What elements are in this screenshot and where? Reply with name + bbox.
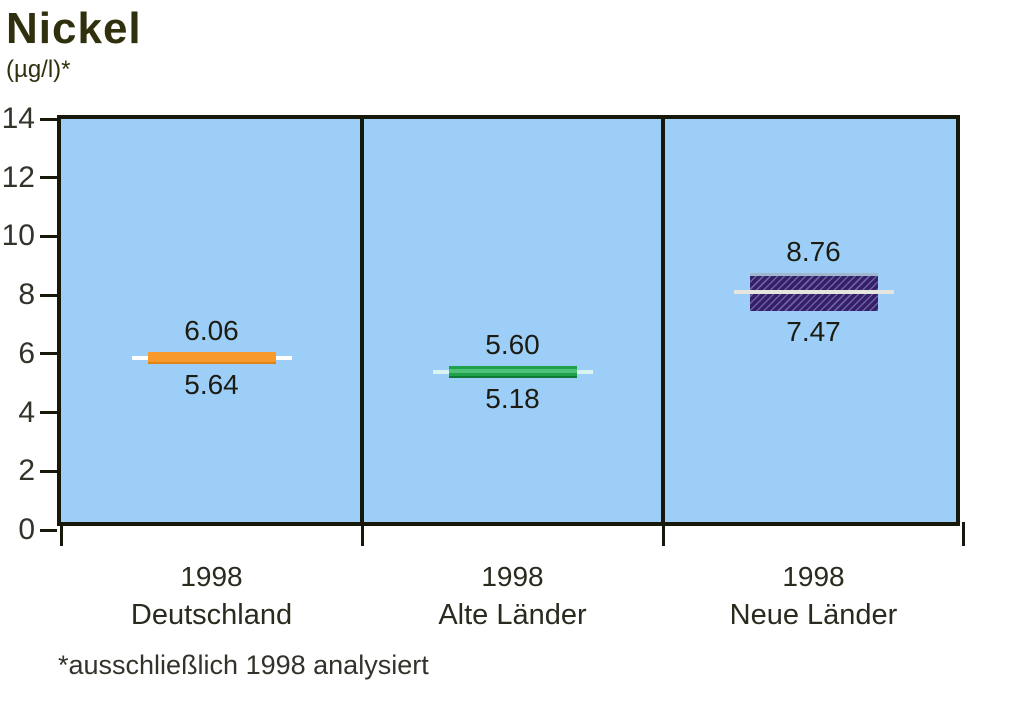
bar-min-label: 5.18	[485, 382, 540, 414]
y-axis-tick-label: 0	[18, 513, 35, 546]
x-axis-region-label: Alte Länder	[438, 599, 587, 631]
y-axis-tick-label: 14	[1, 102, 35, 135]
x-axis-year-label: 1998	[481, 561, 544, 592]
x-axis-tick	[60, 522, 63, 546]
y-axis-tick	[40, 176, 57, 180]
x-axis-region-label: Deutschland	[130, 599, 293, 631]
bar-max-label: 6.06	[184, 315, 239, 347]
y-axis-tick	[40, 469, 57, 473]
x-axis-region-label: Neue Länder	[729, 599, 898, 631]
x-axis-tick	[361, 522, 364, 546]
bar-max-label: 5.60	[485, 328, 540, 360]
y-axis-tick	[40, 117, 57, 121]
bar-min-label: 7.47	[786, 315, 841, 347]
y-axis-tick	[40, 528, 57, 532]
x-axis-year-label: 1998	[180, 561, 243, 592]
range-bar-alte-l-nder	[448, 365, 577, 378]
x-axis-year-label: 1998	[782, 561, 845, 592]
y-axis-tick-label: 8	[18, 278, 35, 312]
y-axis-tick	[40, 293, 57, 297]
bar-min-label: 5.64	[184, 369, 239, 401]
y-axis-tick-label: 4	[18, 395, 35, 429]
plot-area: 0 2 4 6 8 10 12 14 6.06 5.64 1998 Deutschland 5.60 5.…	[2, 103, 965, 631]
bar-center-stripe	[448, 368, 577, 373]
bar-max-label: 8.76	[786, 235, 841, 267]
panel-divider	[661, 119, 665, 522]
y-axis-tick-label: 6	[18, 336, 35, 370]
chart-footnote: *ausschließlich 1998 analysiert	[58, 650, 429, 680]
range-bar-deutschland	[147, 352, 276, 365]
y-axis-tick-label: 2	[18, 454, 35, 488]
y-axis-tick-label: 10	[1, 219, 35, 253]
x-axis-tick	[962, 522, 965, 546]
panel-divider	[360, 119, 364, 522]
y-axis-unit-label: (µg/l)*	[6, 56, 71, 83]
y-axis-tick-label: 12	[1, 160, 35, 194]
y-axis-tick	[40, 352, 57, 356]
y-axis-tick	[40, 411, 57, 415]
mean-line	[733, 289, 894, 294]
x-axis-tick	[662, 522, 665, 546]
chart-title: Nickel	[6, 4, 142, 53]
y-axis-tick	[40, 234, 57, 238]
